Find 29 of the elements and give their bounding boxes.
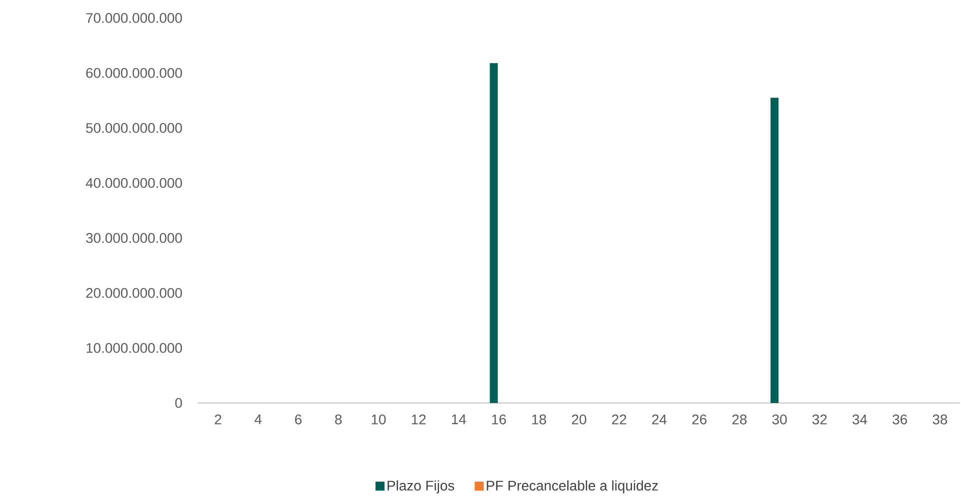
y-tick-label: 50.000.000.000 xyxy=(86,123,182,133)
y-tick-label: 20.000.000.000 xyxy=(86,288,182,298)
x-tick-label: 16 xyxy=(492,414,506,424)
x-tick-label: 36 xyxy=(892,414,907,424)
y-tick-label: 40.000.000.000 xyxy=(86,178,182,188)
x-tick-label: 26 xyxy=(692,414,706,424)
legend-label: PF Precancelable a liquidez xyxy=(486,480,658,494)
x-tick-label: 24 xyxy=(652,414,667,424)
x-tick-label: 38 xyxy=(932,414,948,424)
x-tick-label: 12 xyxy=(412,414,426,424)
x-tick-label: 8 xyxy=(335,414,342,424)
x-tick-label: 6 xyxy=(295,414,302,424)
y-tick-label: 60.000.000.000 xyxy=(86,68,182,78)
y-tick-label: 0 xyxy=(175,398,182,408)
x-tick-label: 4 xyxy=(254,414,262,424)
x-tick-label: 30 xyxy=(772,414,787,424)
x-tick-label: 2 xyxy=(214,414,222,424)
x-tick-label: 32 xyxy=(812,414,827,424)
x-tick-label: 14 xyxy=(452,414,466,424)
x-tick-label: 18 xyxy=(532,414,546,424)
x-tick-label: 34 xyxy=(852,414,868,424)
x-tick-label: 20 xyxy=(572,414,586,424)
x-tick-label: 28 xyxy=(732,414,747,424)
y-tick-label: 30.000.000.000 xyxy=(86,233,182,243)
legend-label: Plazo Fijos xyxy=(388,480,454,494)
y-tick-label: 70.000.000.000 xyxy=(86,13,182,23)
x-tick-label: 22 xyxy=(612,414,626,424)
x-tick-label: 10 xyxy=(372,414,386,424)
y-tick-label: 10.000.000.000 xyxy=(86,343,182,353)
